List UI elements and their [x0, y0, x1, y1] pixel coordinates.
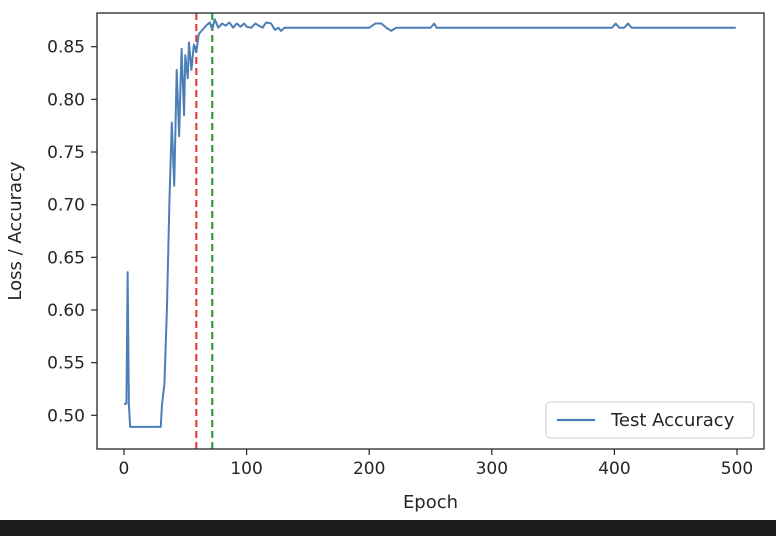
legend: Test Accuracy	[545, 401, 755, 439]
bottom-bar	[0, 520, 776, 536]
y-tick-label: 0.85	[47, 38, 85, 58]
y-tick-label: 0.80	[47, 90, 85, 110]
y-tick-label: 0.60	[47, 301, 85, 321]
y-axis-label: Loss / Accuracy	[5, 161, 26, 301]
x-tick-label: 200	[353, 459, 385, 479]
chart: 0 100 200 300 400 500 0.50 0.55 0.60 0.65 0.70 0.7…	[5, 12, 765, 513]
x-tick-label: 0	[119, 459, 130, 479]
x-tick-label: 500	[721, 459, 753, 479]
x-tick-label: 300	[476, 459, 508, 479]
legend-label: Test Accuracy	[610, 410, 735, 431]
legend-box	[545, 401, 755, 439]
x-tick-label: 400	[598, 459, 630, 479]
y-tick-label: 0.50	[47, 406, 85, 426]
y-tick-label: 0.65	[47, 248, 85, 268]
x-tick-label: 100	[230, 459, 262, 479]
plot-area	[97, 13, 764, 449]
series-line-test-accuracy	[123, 18, 736, 428]
x-axis-label: Epoch	[403, 492, 458, 513]
y-tick-label: 0.70	[47, 196, 85, 216]
plot-frame	[96, 12, 765, 450]
y-tick-label: 0.55	[47, 354, 85, 374]
y-tick-label: 0.75	[47, 143, 85, 163]
